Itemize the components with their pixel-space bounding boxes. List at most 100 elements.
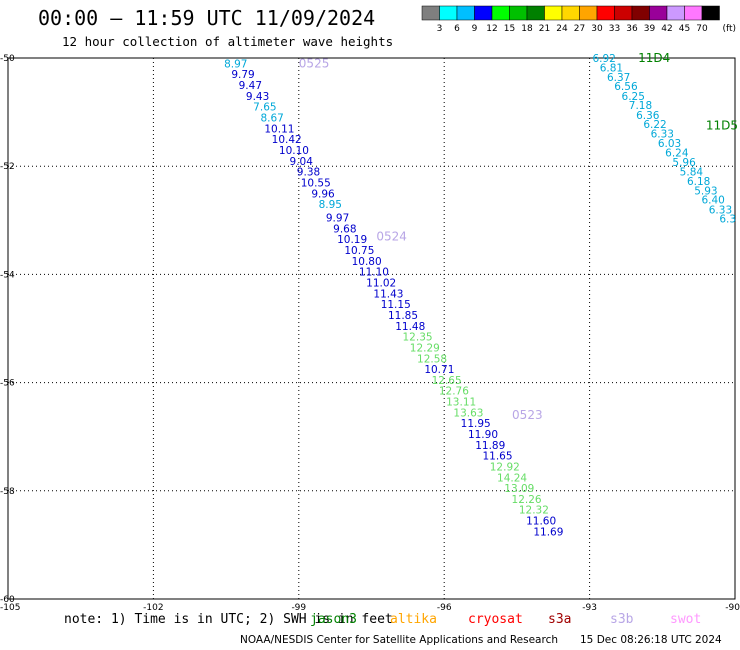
- swh-value: 11.10: [359, 267, 389, 279]
- swh-value: 10.42: [272, 134, 302, 146]
- swh-value: 6.92: [592, 53, 615, 65]
- y-tick-label: -56: [0, 379, 15, 389]
- legend-label: 33: [609, 24, 620, 34]
- swh-value: 11.02: [366, 278, 396, 290]
- swh-value: 12.35: [403, 332, 433, 344]
- swh-value: 6.36: [636, 110, 660, 122]
- chart-title: 00:00 — 11:59 UTC 11/09/2024: [38, 6, 376, 30]
- swh-value: 10.11: [264, 123, 294, 135]
- swh-value: 10.71: [424, 364, 454, 376]
- x-tick-label: -93: [582, 603, 597, 613]
- y-tick-label: -52: [0, 162, 15, 172]
- swh-value: 11.69: [533, 526, 563, 538]
- pass-label: 11D5: [706, 119, 738, 133]
- swh-value: 9.96: [311, 188, 335, 200]
- legend-swatch: [596, 5, 615, 21]
- swh-value: 11.90: [468, 429, 498, 441]
- pass-label: 0525: [299, 56, 330, 70]
- swh-value: 6.03: [658, 138, 681, 150]
- color-legend: 3 6 9 12 15 18 21 24 27 30 33 36 39 42 45 70 (ft): [421, 5, 736, 34]
- legend-swatch: [684, 5, 703, 21]
- swh-value: 5.93: [694, 186, 717, 198]
- satellite-swot: swot: [670, 612, 702, 627]
- y-tick-label: -58: [0, 487, 15, 497]
- swh-value: 11.85: [388, 310, 418, 322]
- legend-label: 18: [521, 24, 533, 34]
- swh-value: 10.80: [352, 256, 382, 268]
- swh-value: 10.10: [279, 145, 309, 157]
- swh-value: 14.24: [497, 472, 527, 484]
- legend-swatch: [474, 5, 493, 21]
- x-tick-label: -105: [0, 603, 20, 613]
- swh-value: 11.89: [475, 440, 505, 452]
- axis-ticks: -105 -102 -99 -96 -93 -90 -50 -52 -54 -56 -58 -60: [0, 54, 740, 613]
- swh-value: 9.47: [239, 80, 262, 92]
- legend-label: 3: [437, 24, 443, 34]
- x-tick-label: -99: [291, 603, 306, 613]
- legend-label: 9: [472, 24, 478, 34]
- swh-value: 6.33: [651, 129, 674, 141]
- legend-swatch: [491, 5, 510, 21]
- swh-value: 6.56: [614, 81, 638, 93]
- swh-value: 12.76: [439, 386, 469, 398]
- legend-label: 27: [574, 24, 585, 34]
- swh-value: 11.95: [461, 418, 491, 430]
- swh-value: 9.68: [333, 223, 356, 235]
- legend-swatch: [701, 5, 720, 21]
- legend-label: 30: [591, 24, 603, 34]
- y-tick-label: -60: [0, 595, 15, 605]
- legend-swatch: [561, 5, 580, 21]
- y-tick-label: -54: [0, 270, 15, 280]
- swh-value: 9.38: [297, 167, 320, 179]
- swh-value: 5.96: [672, 157, 696, 169]
- swh-value: 8.95: [319, 199, 342, 211]
- legend-swatch: [421, 5, 440, 21]
- legend-swatch: [526, 5, 545, 21]
- legend-label: 42: [661, 24, 672, 34]
- swh-value: 9.43: [246, 91, 269, 103]
- legend-swatch: [509, 5, 528, 21]
- swh-value: 9.04: [290, 156, 314, 168]
- swh-value: 6.81: [600, 63, 623, 75]
- satellite-s3a: s3a: [548, 612, 572, 627]
- swh-value: 6.18: [687, 176, 710, 188]
- pass-label: 0523: [512, 408, 543, 422]
- swh-value: 9.79: [231, 69, 254, 81]
- legend-label: 12: [486, 24, 497, 34]
- swh-value: 12.92: [490, 461, 520, 473]
- satellite-cryosat: cryosat: [468, 612, 523, 627]
- swh-value: 10.75: [344, 245, 374, 257]
- swh-value: 11.43: [373, 288, 403, 300]
- data-points: 6.926.816.376.566.257.186.366.226.336.03…: [224, 53, 736, 538]
- pass-labels: 0525 0524 0523 11D4 11D5: [299, 51, 738, 422]
- legend-label: 36: [626, 24, 638, 34]
- swh-value: 8.67: [260, 113, 283, 125]
- legend-swatch: [631, 5, 650, 21]
- swh-value: 8.97: [224, 58, 247, 70]
- legend-label: 15: [504, 24, 515, 34]
- footnote: note: 1) Time is in UTC; 2) SWH is in fe…: [64, 612, 393, 627]
- legend-label: 21: [539, 24, 550, 34]
- swh-value: 6.24: [665, 148, 689, 160]
- legend-label: 70: [696, 24, 708, 34]
- swh-value: 11.48: [395, 321, 425, 333]
- timestamp: 15 Dec 08:26:18 UTC 2024: [580, 634, 722, 646]
- x-tick-label: -90: [725, 603, 740, 613]
- swh-value: 7.18: [629, 100, 652, 112]
- swh-value: 13.11: [446, 397, 476, 409]
- swh-value: 12.65: [432, 375, 462, 387]
- y-tick-label: -50: [0, 54, 15, 64]
- legend-label: 45: [679, 24, 690, 34]
- swh-value: 13.63: [453, 407, 483, 419]
- satellite-jason3: jason3: [310, 612, 357, 627]
- legend-swatch: [439, 5, 458, 21]
- swh-value: 12.29: [410, 342, 440, 354]
- satellite-altika: altika: [390, 612, 437, 627]
- swh-value: 6.40: [701, 195, 724, 207]
- satellite-s3b: s3b: [610, 612, 634, 627]
- swh-value: 12.26: [512, 494, 542, 506]
- swh-value: 12.58: [417, 353, 447, 365]
- credit-line: NOAA/NESDIS Center for Satellite Applica…: [240, 634, 558, 646]
- x-tick-label: -96: [437, 603, 452, 613]
